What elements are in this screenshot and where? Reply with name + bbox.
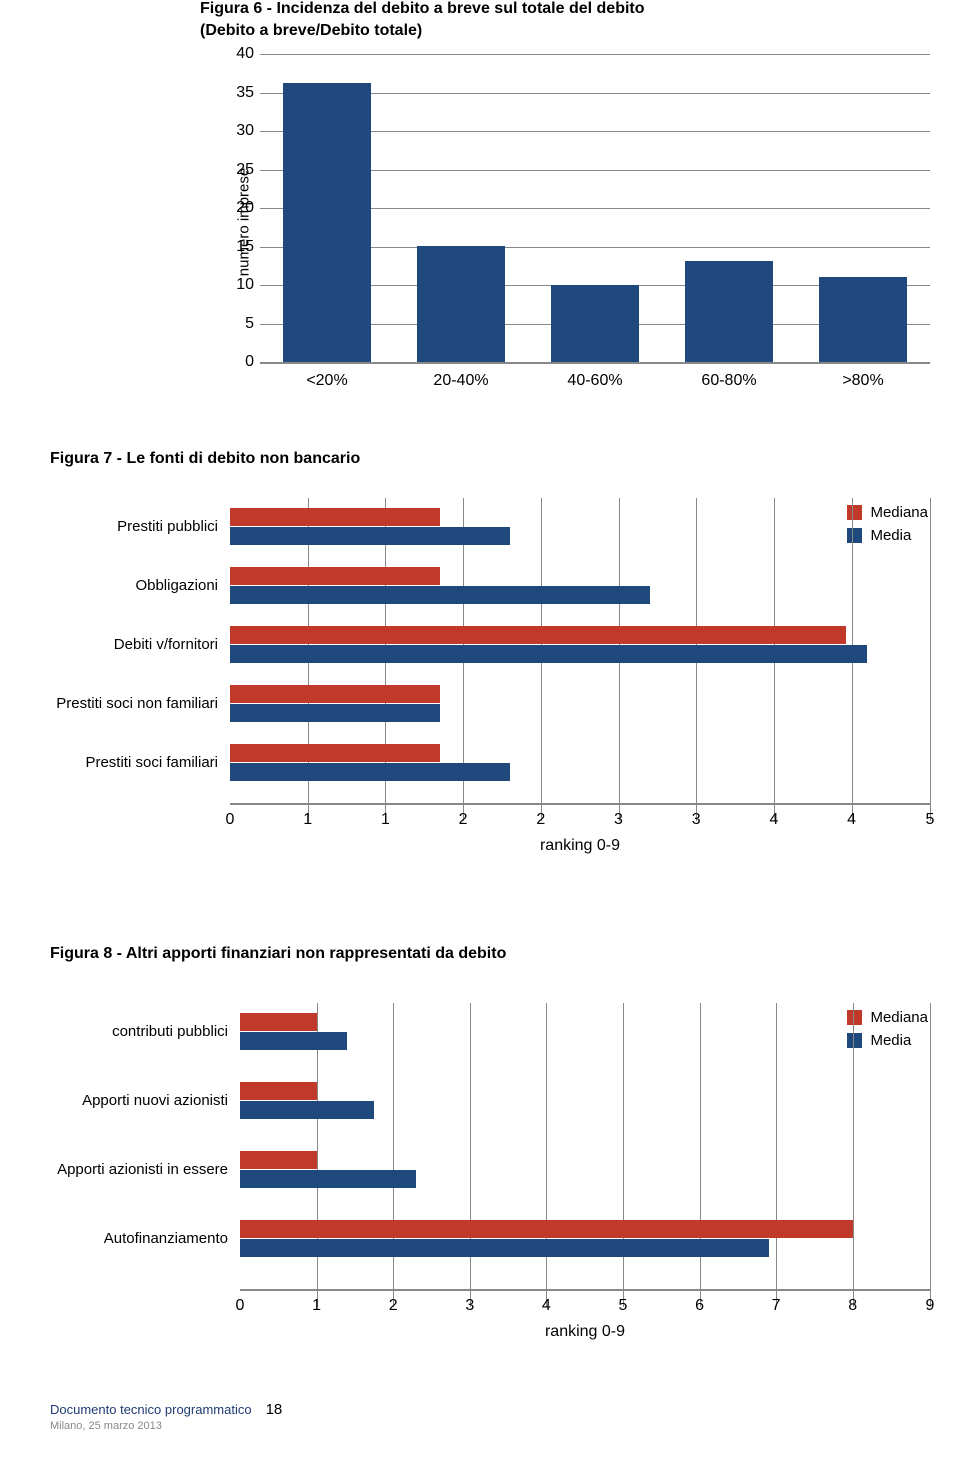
bar — [230, 763, 510, 781]
bar — [230, 645, 867, 663]
bar — [230, 508, 440, 526]
gridline — [930, 498, 931, 821]
bar — [230, 744, 440, 762]
x-tick-label: 3 — [465, 1297, 474, 1315]
x-tick-label: 40-60% — [528, 372, 662, 390]
category-label: Autofinanziamento — [50, 1220, 240, 1257]
chart-row: Debiti v/fornitori — [50, 626, 930, 663]
y-tick-label: 10 — [208, 276, 254, 294]
bar — [230, 685, 440, 703]
figure6-ylabel: numero imprese — [236, 168, 253, 276]
x-tick-label: 7 — [772, 1297, 781, 1315]
x-tick-label: 8 — [848, 1297, 857, 1315]
figure8-xlabel: ranking 0-9 — [240, 1323, 930, 1341]
x-tick-label: 3 — [692, 811, 701, 829]
bar — [230, 586, 650, 604]
category-label: Prestiti soci non familiari — [50, 685, 230, 722]
figure-7: Figura 7 - Le fonti di debito non bancar… — [50, 450, 930, 855]
chart-row: Autofinanziamento — [50, 1220, 930, 1257]
y-tick-label: 20 — [208, 199, 254, 217]
category-label: Debiti v/fornitori — [50, 626, 230, 663]
y-tick-label: 40 — [208, 45, 254, 63]
bar — [240, 1151, 317, 1169]
x-tick-label: 2 — [389, 1297, 398, 1315]
figure7-title: Figura 7 - Le fonti di debito non bancar… — [50, 450, 930, 468]
category-label: Apporti nuovi azionisti — [50, 1082, 240, 1119]
chart-row: Prestiti soci familiari — [50, 744, 930, 781]
x-tick-label: 60-80% — [662, 372, 796, 390]
chart-row: Prestiti soci non familiari — [50, 685, 930, 722]
bar — [240, 1082, 317, 1100]
bar — [230, 567, 440, 585]
footer-line2: Milano, 25 marzo 2013 — [50, 1420, 960, 1432]
y-tick-label: 35 — [208, 84, 254, 102]
x-tick-label: 0 — [236, 1297, 245, 1315]
x-tick-label: 20-40% — [394, 372, 528, 390]
figure6-subtitle: (Debito a breve/Debito totale) — [200, 22, 930, 40]
x-tick-label: 2 — [536, 811, 545, 829]
bar — [551, 285, 638, 363]
x-tick-label: 1 — [303, 811, 312, 829]
bar — [685, 261, 772, 362]
y-tick-label: 5 — [208, 315, 254, 333]
bar — [417, 246, 504, 362]
y-tick-label: 30 — [208, 122, 254, 140]
figure7-chart: MedianaMedia Prestiti pubbliciObbligazio… — [50, 498, 930, 855]
gridline — [930, 1003, 931, 1307]
y-tick-label: 0 — [208, 353, 254, 371]
bar — [240, 1239, 769, 1257]
x-tick-label: <20% — [260, 372, 394, 390]
chart-row: Prestiti pubblici — [50, 508, 930, 545]
x-tick-label: 6 — [695, 1297, 704, 1315]
figure8-chart: MedianaMedia contributi pubbliciApporti … — [50, 1003, 930, 1341]
x-tick-label: 4 — [769, 811, 778, 829]
footer-doc: Documento tecnico programmatico — [50, 1402, 252, 1417]
bar — [240, 1101, 374, 1119]
bar — [283, 83, 370, 362]
figure7-xlabel: ranking 0-9 — [230, 837, 930, 855]
y-tick-label: 15 — [208, 238, 254, 256]
bar — [230, 527, 510, 545]
bar — [240, 1013, 317, 1031]
x-tick-label: 5 — [618, 1297, 627, 1315]
x-tick-label: 0 — [226, 811, 235, 829]
x-tick-label: 3 — [614, 811, 623, 829]
chart-row: Apporti nuovi azionisti — [50, 1082, 930, 1119]
x-tick-label: 2 — [459, 811, 468, 829]
footer: Documento tecnico programmatico 18 Milan… — [0, 1401, 960, 1432]
category-label: Apporti azionisti in essere — [50, 1151, 240, 1188]
x-tick-label: 4 — [847, 811, 856, 829]
x-tick-label: 1 — [381, 811, 390, 829]
bar — [230, 626, 846, 644]
figure6-title: Figura 6 - Incidenza del debito a breve … — [200, 0, 930, 18]
x-tick-label: 4 — [542, 1297, 551, 1315]
x-tick-label: 5 — [926, 811, 935, 829]
y-tick-label: 25 — [208, 161, 254, 179]
x-tick-label: 1 — [312, 1297, 321, 1315]
category-label: Prestiti pubblici — [50, 508, 230, 545]
chart-row: Apporti azionisti in essere — [50, 1151, 930, 1188]
bar — [240, 1170, 416, 1188]
chart-row: contributi pubblici — [50, 1013, 930, 1050]
bar — [240, 1032, 347, 1050]
category-label: Prestiti soci familiari — [50, 744, 230, 781]
figure-8: Figura 8 - Altri apporti finanziari non … — [50, 945, 930, 1341]
figure6-chart: numero imprese 0510152025303540 <20%20-4… — [200, 54, 930, 390]
figure8-title: Figura 8 - Altri apporti finanziari non … — [50, 945, 930, 963]
x-tick-label: >80% — [796, 372, 930, 390]
bar — [240, 1220, 853, 1238]
category-label: contributi pubblici — [50, 1013, 240, 1050]
category-label: Obbligazioni — [50, 567, 230, 604]
bar — [819, 277, 906, 362]
figure-6: Figura 6 - Incidenza del debito a breve … — [200, 0, 930, 390]
bar — [230, 704, 440, 722]
footer-page: 18 — [266, 1401, 283, 1418]
x-tick-label: 9 — [926, 1297, 935, 1315]
chart-row: Obbligazioni — [50, 567, 930, 604]
